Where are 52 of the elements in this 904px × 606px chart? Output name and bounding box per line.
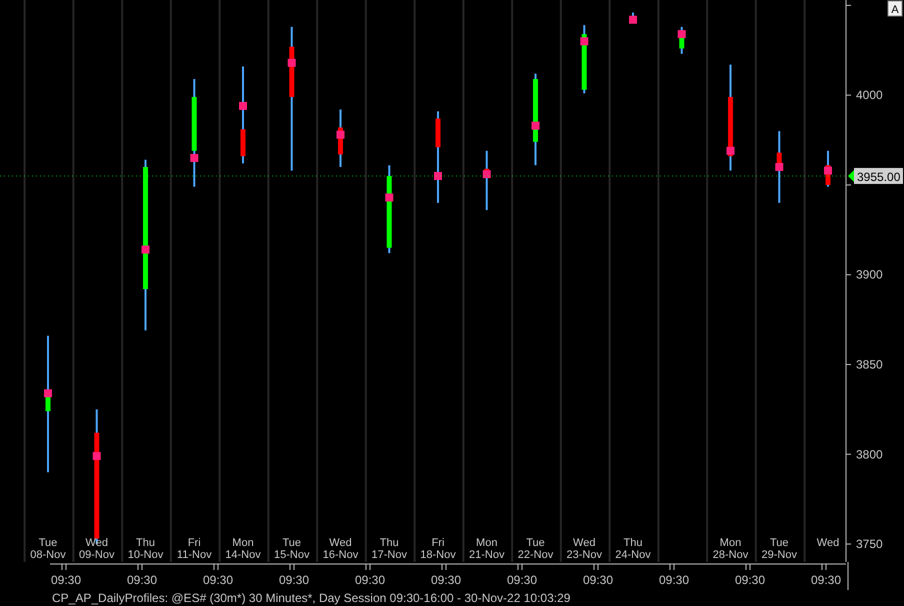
point — [824, 166, 832, 175]
x-tick-label: Wed 09-Nov — [79, 537, 115, 561]
x-tick-label: Fri 18-Nov — [420, 537, 456, 561]
point — [678, 30, 686, 38]
text: 09:30 — [50, 573, 82, 587]
point — [775, 162, 784, 171]
point — [92, 452, 101, 460]
auto-scale-button: A — [888, 0, 902, 16]
text: 09:30 — [658, 573, 690, 587]
point — [239, 102, 247, 110]
y-tick-label: 3850 — [856, 357, 884, 372]
x-tick-label: Thu 10-Nov — [128, 537, 164, 561]
x-tick-label: Mon 21-Nov — [469, 537, 505, 561]
y-tick-label: 3800 — [856, 447, 884, 462]
x-tick-label: Wed 23-Nov — [566, 537, 602, 561]
y-tick-label: 4000 — [856, 88, 884, 102]
point — [629, 16, 637, 24]
point — [482, 170, 491, 178]
text: CP_AP_DailyProfiles: @ES# (30m*) 30 Minutes*, Day Session 09:30-16:00 - 30-Nov-22 10:03:29 — [52, 591, 571, 605]
x-tick-label: Mon 14-Nov — [225, 537, 262, 561]
x-tick-label: Thu 17-Nov — [372, 537, 408, 561]
x-tick-label: Tue 29-Nov — [762, 537, 798, 561]
x-tick-label: Tue 22-Nov — [518, 537, 554, 561]
point — [434, 172, 442, 180]
point — [580, 37, 588, 46]
x-tick-label: Thu 24-Nov — [615, 537, 652, 561]
x-tick-label: Wed 16-Nov — [322, 537, 359, 561]
point — [190, 154, 198, 162]
text: 09:30 — [278, 573, 310, 587]
x-tick-label: Tue 08-Nov — [30, 537, 66, 561]
point — [532, 122, 540, 130]
x-tick-label: Tue 15-Nov — [274, 537, 310, 561]
point — [385, 194, 394, 202]
y-tick-label: 3900 — [856, 268, 884, 282]
point — [288, 58, 296, 67]
text: 09:30 — [430, 573, 462, 587]
text: 09:30 — [506, 573, 538, 587]
text: 09:30 — [126, 573, 158, 587]
x-tick-label: Fri 11-Nov — [176, 537, 212, 561]
text: 09:30 — [734, 573, 766, 587]
y-tick-label: 3750 — [856, 537, 884, 552]
x-tick-label: Wed — [816, 537, 840, 549]
point — [726, 146, 734, 155]
text: 09:30 — [202, 573, 234, 587]
point — [336, 130, 344, 139]
text: 09:30 — [810, 573, 842, 587]
point — [44, 389, 52, 398]
ref-line-label: 3955.00 — [857, 170, 901, 184]
point — [142, 246, 150, 254]
x-tick-label: Mon 28-Nov — [712, 537, 749, 561]
text: 09:30 — [582, 573, 614, 587]
text: 09:30 — [354, 573, 386, 587]
